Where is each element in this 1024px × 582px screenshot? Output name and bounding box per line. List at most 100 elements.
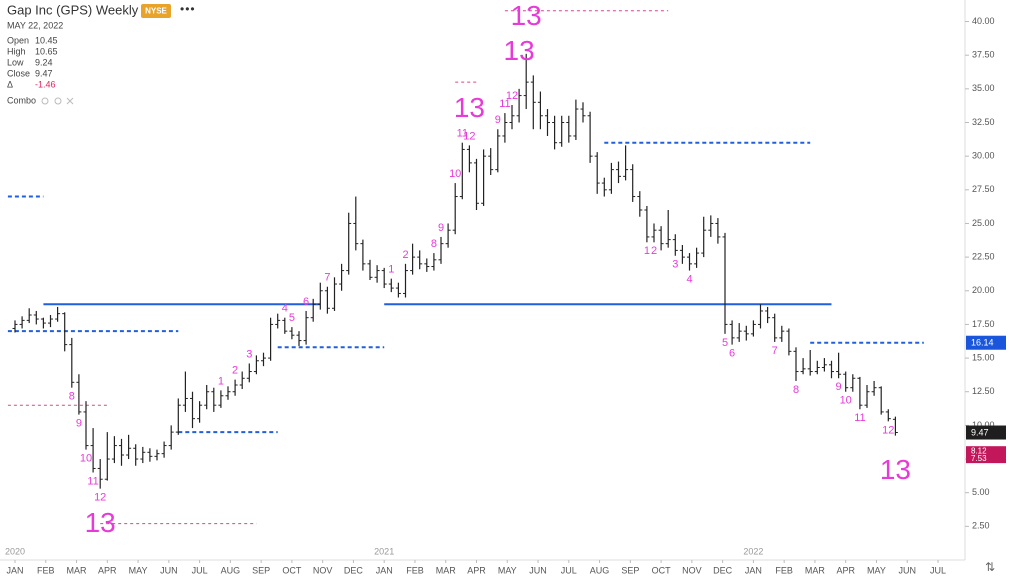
x-tick-label: MAY <box>867 565 886 575</box>
x-tick-label: APR <box>836 565 855 575</box>
x-tick-label: OCT <box>282 565 302 575</box>
x-tick-label: MAR <box>805 565 826 575</box>
x-tick-label: JUN <box>160 565 178 575</box>
count-label: 12 <box>882 424 894 436</box>
x-tick-label: JUL <box>561 565 577 575</box>
x-tick-label: MAR <box>436 565 457 575</box>
y-tick-label: 17.50 <box>972 319 995 329</box>
x-tick-label: MAR <box>67 565 88 575</box>
count-label: 1 <box>388 264 394 276</box>
y-tick-label: 22.50 <box>972 251 995 261</box>
price-tag-label: 8.12 <box>971 446 987 455</box>
y-tick-label: 37.50 <box>972 50 995 60</box>
year-label: 2022 <box>743 546 763 556</box>
x-tick-label: JAN <box>376 565 393 575</box>
count-label: 3 <box>246 348 252 360</box>
count-label: 10 <box>80 453 92 465</box>
x-tick-label: APR <box>467 565 486 575</box>
exchange-badge <box>141 4 171 18</box>
indicator-icons[interactable] <box>41 97 74 105</box>
price-tag <box>966 446 1006 456</box>
price-tag <box>966 454 1006 464</box>
price-tag-label: 9.47 <box>971 427 989 437</box>
x-tick-label: FEB <box>37 565 55 575</box>
count-label: 10 <box>840 395 852 407</box>
count-label: 13 <box>511 0 542 31</box>
count-label: 7 <box>324 272 330 284</box>
x-tick-label: APR <box>98 565 117 575</box>
indicator: Combo <box>7 95 36 105</box>
count-label: 6 <box>303 296 309 308</box>
count-label: 9 <box>438 222 444 234</box>
legend-label: Open <box>7 35 29 45</box>
x-tick-label: AUG <box>590 565 610 575</box>
count-label: 13 <box>454 92 485 123</box>
y-tick-label: 10.00 <box>972 420 995 430</box>
count-label: 4 <box>686 273 692 285</box>
legend-value: -1.46 <box>35 79 56 89</box>
count-label: 12 <box>506 90 518 102</box>
x-tick-label: MAY <box>498 565 517 575</box>
y-tick-label: 25.00 <box>972 218 995 228</box>
count-label: 12 <box>463 130 475 142</box>
date: MAY 22, 2022 <box>7 20 63 30</box>
count-label: 13 <box>85 507 116 538</box>
count-label: 2 <box>232 365 238 377</box>
x-tick-label: MAY <box>129 565 148 575</box>
y-tick-label: 30.00 <box>972 151 995 161</box>
x-tick-label: OCT <box>652 565 672 575</box>
count-label: 11 <box>457 128 468 140</box>
price-tag <box>966 425 1006 440</box>
count-label: 9 <box>495 114 501 126</box>
legend-value: 9.47 <box>35 68 53 78</box>
x-tick-label: SEP <box>252 565 270 575</box>
price-tag <box>966 335 1006 350</box>
x-tick-label: NOV <box>682 565 702 575</box>
legend-label: Low <box>7 57 24 67</box>
legend-label: High <box>7 46 26 56</box>
x-tick-label: JUL <box>930 565 946 575</box>
count-label: 5 <box>722 337 728 349</box>
count-label: 10 <box>449 168 461 180</box>
count-label: 9 <box>836 381 842 393</box>
x-tick-label: JAN <box>6 565 23 575</box>
x-tick-label: JUL <box>192 565 208 575</box>
count-label: 9 <box>76 418 82 430</box>
x-tick-label: JUN <box>529 565 547 575</box>
count-label: 1 <box>644 245 650 257</box>
count-label: 8 <box>69 391 75 403</box>
y-tick-label: 35.00 <box>972 83 995 93</box>
count-label: 3 <box>672 259 678 271</box>
y-tick-label: 2.50 <box>972 521 990 531</box>
count-label: 13 <box>504 35 535 66</box>
count-label: 2 <box>651 245 657 257</box>
x-tick-label: FEB <box>406 565 424 575</box>
legend-value: 9.24 <box>35 57 53 67</box>
title: Gap Inc (GPS) Weekly <box>7 2 139 17</box>
count-label: 11 <box>854 412 865 424</box>
menu[interactable]: ••• <box>180 2 196 16</box>
price-tag-label: 7.53 <box>971 454 987 463</box>
legend-label: Close <box>7 68 30 78</box>
y-tick-label: 5.00 <box>972 487 990 497</box>
legend-value: 10.45 <box>35 35 58 45</box>
count-label: 1 <box>218 375 224 387</box>
count-label: 8 <box>431 238 437 250</box>
legend-label: Δ <box>7 79 13 89</box>
scale-toggle[interactable]: ⇅ <box>985 560 995 574</box>
x-tick-label: DEC <box>713 565 733 575</box>
y-tick-label: 40.00 <box>972 16 995 26</box>
x-tick-label: FEB <box>775 565 793 575</box>
y-tick-label: 27.50 <box>972 184 995 194</box>
count-label: 11 <box>87 475 98 487</box>
count-label: 13 <box>880 454 911 485</box>
x-tick-label: JUN <box>898 565 916 575</box>
y-tick-label: 15.00 <box>972 352 995 362</box>
x-tick-label: AUG <box>221 565 241 575</box>
year-label: 2020 <box>5 546 25 556</box>
legend-value: 10.65 <box>35 46 58 56</box>
year-label: 2021 <box>374 546 394 556</box>
y-tick-label: 32.50 <box>972 117 995 127</box>
count-label: 7 <box>772 345 778 357</box>
